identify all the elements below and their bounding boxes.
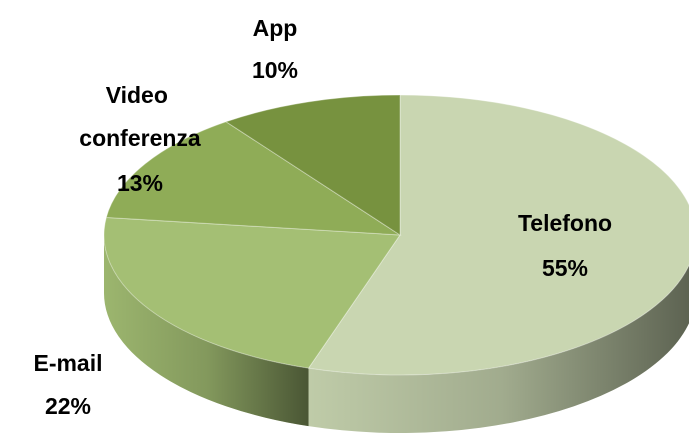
pie-slice xyxy=(307,94,689,376)
value-label: 10% xyxy=(252,57,298,83)
pie-slice xyxy=(103,216,401,369)
slice-label: App xyxy=(253,15,298,41)
value-label: 22% xyxy=(45,393,91,419)
value-label: 13% xyxy=(117,170,163,196)
pie-side-shade xyxy=(104,235,309,427)
slice-label: Video conferenza xyxy=(79,82,201,151)
pie-slice xyxy=(105,121,402,236)
pie-side-shade xyxy=(308,265,689,433)
slice-label: Telefono xyxy=(518,210,612,236)
pie-slice xyxy=(224,94,401,236)
value-label: 55% xyxy=(542,255,588,281)
slice-label: E-mail xyxy=(33,350,102,376)
